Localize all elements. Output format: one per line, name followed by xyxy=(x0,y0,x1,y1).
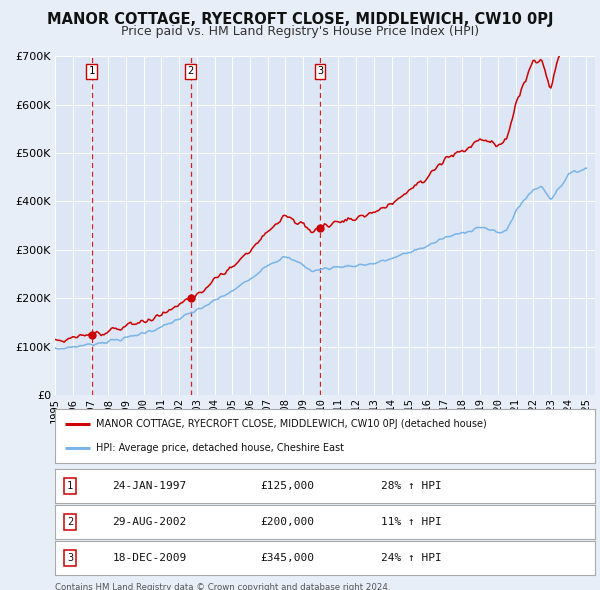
Text: 24% ↑ HPI: 24% ↑ HPI xyxy=(381,553,442,563)
Text: 2: 2 xyxy=(67,517,73,527)
Text: £200,000: £200,000 xyxy=(260,517,314,527)
Text: 1: 1 xyxy=(89,66,95,76)
Text: 18-DEC-2009: 18-DEC-2009 xyxy=(113,553,187,563)
Text: £125,000: £125,000 xyxy=(260,481,314,491)
Text: 3: 3 xyxy=(67,553,73,563)
Text: MANOR COTTAGE, RYECROFT CLOSE, MIDDLEWICH, CW10 0PJ (detached house): MANOR COTTAGE, RYECROFT CLOSE, MIDDLEWIC… xyxy=(96,418,487,428)
Text: 24-JAN-1997: 24-JAN-1997 xyxy=(113,481,187,491)
Text: MANOR COTTAGE, RYECROFT CLOSE, MIDDLEWICH, CW10 0PJ: MANOR COTTAGE, RYECROFT CLOSE, MIDDLEWIC… xyxy=(47,12,553,27)
Text: 11% ↑ HPI: 11% ↑ HPI xyxy=(381,517,442,527)
Text: 2: 2 xyxy=(188,66,194,76)
Text: HPI: Average price, detached house, Cheshire East: HPI: Average price, detached house, Ches… xyxy=(96,444,344,454)
Text: Contains HM Land Registry data © Crown copyright and database right 2024.: Contains HM Land Registry data © Crown c… xyxy=(55,583,391,590)
Text: 29-AUG-2002: 29-AUG-2002 xyxy=(113,517,187,527)
Text: 28% ↑ HPI: 28% ↑ HPI xyxy=(381,481,442,491)
Text: 3: 3 xyxy=(317,66,323,76)
Text: Price paid vs. HM Land Registry's House Price Index (HPI): Price paid vs. HM Land Registry's House … xyxy=(121,25,479,38)
Text: £345,000: £345,000 xyxy=(260,553,314,563)
Text: 1: 1 xyxy=(67,481,73,491)
